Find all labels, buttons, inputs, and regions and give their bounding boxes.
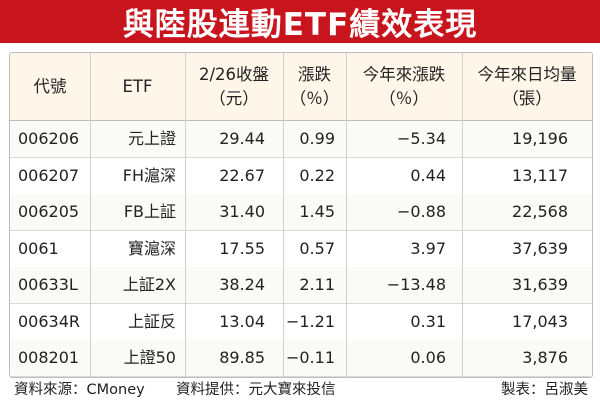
table-row: 006205 FB上証 31.40 1.45 −0.88 22,568 (10, 194, 592, 231)
cell-ytd: 0.44 (410, 165, 446, 185)
cell-code: 006206 (18, 129, 80, 148)
cell-change: 2.11 (299, 275, 335, 294)
cell-close: 38.24 (219, 275, 265, 294)
footer-source: 資料來源：CMoney (14, 382, 145, 398)
cell-close: 17.55 (219, 238, 265, 258)
cell-volume: 31,639 (512, 275, 568, 294)
table-row: 00633L 上証2X 38.24 2.11 −13.48 31,639 (10, 267, 592, 304)
header-etf: ETF (90, 53, 185, 120)
cell-ytd: −5.34 (396, 129, 446, 148)
cell-code: 008201 (18, 348, 80, 367)
cell-close: 22.67 (219, 165, 265, 185)
cell-close: 29.44 (219, 129, 265, 148)
cell-volume: 19,196 (512, 129, 568, 148)
header-volume: 今年來日均量 （張） (462, 53, 592, 120)
cell-code: 0061 (18, 238, 59, 258)
header-change-line2: （％） (289, 88, 340, 108)
header-close: 2/26收盤 （元） (185, 53, 283, 120)
header-code: 代號 (10, 53, 90, 120)
header-close-line1: 2/26收盤 (198, 64, 270, 84)
cell-etf: 上證50 (123, 348, 176, 367)
cell-change: 1.45 (299, 202, 335, 221)
table-row: 00634R 上証反 13.04 −1.21 0.31 17,043 (10, 303, 592, 341)
column-divider (283, 53, 284, 377)
cell-change: 0.57 (299, 238, 335, 258)
cell-change: −1.21 (285, 311, 335, 331)
cell-close: 13.04 (219, 311, 265, 331)
cell-code: 00633L (18, 275, 78, 294)
cell-etf: 寶滬深 (127, 238, 176, 258)
cell-change: 0.99 (299, 129, 335, 148)
footer-maker: 製表：呂淑美 (501, 382, 588, 398)
title-bar: 與陸股連動ETF績效表現 (0, 0, 600, 43)
header-volume-line2: （張） (502, 88, 552, 108)
column-divider (346, 53, 347, 377)
table-row: 006206 元上證 29.44 0.99 −5.34 19,196 (10, 121, 592, 158)
etf-table: 代號 ETF 2/26收盤 （元） 漲跌 （％） 今年來漲跌 （％） 今年來日均… (9, 52, 593, 378)
cell-etf: 上証反 (127, 311, 176, 331)
cell-ytd: −0.88 (396, 202, 446, 221)
cell-ytd: 0.31 (410, 311, 446, 331)
cell-volume: 17,043 (512, 311, 568, 331)
table-row: 0061 寶滬深 17.55 0.57 3.97 37,639 (10, 230, 592, 268)
header-ytd-line2: （％） (379, 88, 429, 108)
column-divider (462, 53, 463, 377)
cell-code: 00634R (18, 311, 81, 331)
table-header: 代號 ETF 2/26收盤 （元） 漲跌 （％） 今年來漲跌 （％） 今年來日均… (10, 53, 592, 121)
header-code-label: 代號 (33, 76, 67, 96)
cell-volume: 37,639 (512, 238, 568, 258)
cell-volume: 3,876 (522, 348, 568, 367)
cell-etf: FH滬深 (122, 165, 176, 185)
cell-ytd: 0.06 (410, 348, 446, 367)
cell-ytd: 3.97 (410, 238, 446, 258)
header-etf-label: ETF (122, 76, 153, 96)
header-ytd-line1: 今年來漲跌 (362, 64, 446, 84)
header-change: 漲跌 （％） (283, 53, 346, 120)
footer-provider: 資料提供：元大寶來投信 (176, 382, 336, 398)
cell-code: 006205 (18, 202, 80, 221)
table-row: 006207 FH滬深 22.67 0.22 0.44 13,117 (10, 157, 592, 195)
cell-close: 31.40 (219, 202, 265, 221)
cell-etf: 上証2X (122, 275, 176, 294)
header-ytd: 今年來漲跌 （％） (346, 53, 462, 120)
header-close-line2: （元） (209, 88, 259, 108)
cell-ytd: −13.48 (386, 275, 446, 294)
cell-volume: 13,117 (512, 165, 568, 185)
page-title: 與陸股連動ETF績效表現 (122, 7, 478, 43)
cell-change: −0.11 (285, 348, 335, 367)
header-change-line1: 漲跌 (298, 64, 331, 84)
cell-etf: FB上証 (123, 202, 176, 221)
cell-change: 0.22 (299, 165, 335, 185)
column-divider (185, 53, 186, 377)
column-divider (90, 53, 91, 377)
cell-volume: 22,568 (512, 202, 568, 221)
footer: 資料來源：CMoney 資料提供：元大寶來投信 製表：呂淑美 (14, 378, 590, 402)
cell-etf: 元上證 (127, 129, 176, 148)
header-volume-line1: 今年來日均量 (477, 64, 577, 84)
table-row: 008201 上證50 89.85 −0.11 0.06 3,876 (10, 340, 592, 377)
cell-close: 89.85 (219, 348, 265, 367)
cell-code: 006207 (18, 165, 80, 185)
